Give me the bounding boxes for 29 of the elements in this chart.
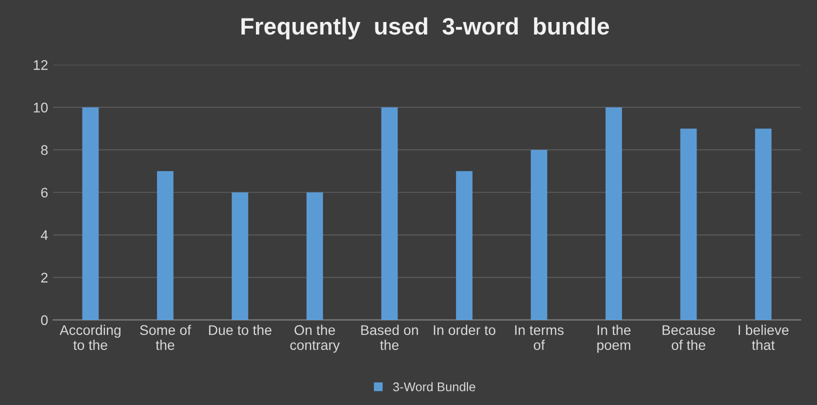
x-tick-label: On the contrary bbox=[290, 324, 340, 353]
x-tick-label: Due to the bbox=[209, 324, 272, 336]
y-tick-label: 10 bbox=[34, 102, 48, 112]
x-tick-label: Because of the bbox=[662, 325, 715, 350]
y-tick-label: 0 bbox=[41, 315, 48, 326]
y-tick-label: 4 bbox=[40, 230, 48, 240]
bar bbox=[157, 171, 174, 320]
x-tick-label: According to the bbox=[60, 324, 120, 350]
bar bbox=[456, 171, 472, 320]
chart-title: Frequently used 3-word bundle bbox=[241, 17, 610, 40]
bar bbox=[306, 192, 323, 320]
bar bbox=[530, 150, 548, 320]
bar bbox=[82, 107, 99, 320]
bar bbox=[381, 107, 398, 320]
y-tick-label: 8 bbox=[41, 145, 48, 156]
x-tick-label: Some of the bbox=[140, 324, 192, 350]
bar bbox=[680, 128, 697, 320]
y-tick-label: 12 bbox=[34, 60, 48, 70]
x-tick-label: In the poem bbox=[597, 324, 631, 353]
y-tick-label: 6 bbox=[41, 188, 48, 198]
y-tick-label: 2 bbox=[41, 272, 48, 282]
x-tick-label: In terms of bbox=[515, 325, 564, 350]
x-tick-label: I believe that bbox=[738, 324, 789, 350]
legend-label: 3-Word Bundle bbox=[393, 382, 476, 392]
bar bbox=[755, 128, 772, 320]
x-tick-label: Based on the bbox=[361, 324, 418, 350]
bar bbox=[232, 192, 248, 320]
bar bbox=[606, 107, 622, 320]
x-tick-label: In order to bbox=[434, 324, 496, 336]
